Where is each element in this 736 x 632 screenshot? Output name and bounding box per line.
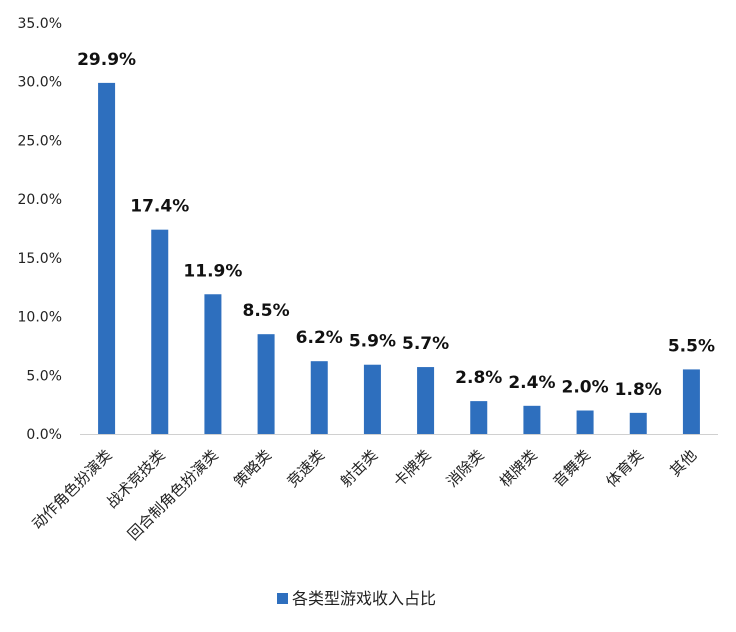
category-label: 回合制角色扮演类 xyxy=(124,446,222,544)
category-label: 射击类 xyxy=(337,446,382,491)
data-label: 5.9% xyxy=(349,332,396,352)
bar xyxy=(417,367,435,434)
y-tick-label: 10.0% xyxy=(18,310,62,326)
category-label: 棋牌类 xyxy=(496,446,541,491)
y-tick-label: 20.0% xyxy=(18,192,62,208)
legend-swatch xyxy=(277,593,288,604)
y-tick-label: 0.0% xyxy=(26,427,62,443)
bar xyxy=(682,369,700,434)
y-tick-label: 15.0% xyxy=(18,251,62,267)
category-label: 消除类 xyxy=(443,446,488,491)
data-label: 1.8% xyxy=(615,380,662,400)
legend-label: 各类型游戏收入占比 xyxy=(292,589,436,608)
data-label: 2.8% xyxy=(455,368,502,388)
data-label: 5.7% xyxy=(402,334,449,354)
category-label: 体育类 xyxy=(603,446,648,491)
data-label: 8.5% xyxy=(243,301,290,321)
y-tick-label: 25.0% xyxy=(18,133,62,149)
category-label: 其他 xyxy=(666,446,700,480)
bar xyxy=(257,334,275,434)
category-label: 卡牌类 xyxy=(390,446,435,491)
legend: 各类型游戏收入占比 xyxy=(277,589,436,608)
bar xyxy=(523,405,541,434)
y-tick-label: 5.0% xyxy=(26,368,62,384)
data-label: 2.4% xyxy=(508,373,555,393)
data-label: 17.4% xyxy=(130,197,189,217)
data-label: 2.0% xyxy=(562,378,609,398)
y-tick-label: 35.0% xyxy=(18,16,62,32)
data-label: 6.2% xyxy=(296,328,343,348)
bar xyxy=(576,410,594,434)
bar xyxy=(151,229,169,434)
bar xyxy=(98,82,116,434)
data-labels: 29.9% 17.4% 11.9%8.5% 6.2% 5.9% 5.7% 2.8% 2.4% 2… xyxy=(77,50,715,400)
data-label: 5.5% xyxy=(668,336,715,356)
category-label: 策略类 xyxy=(230,446,275,491)
bar xyxy=(204,294,222,434)
bar xyxy=(363,364,381,434)
bars xyxy=(98,82,700,434)
bar xyxy=(310,361,328,434)
data-label: 11.9% xyxy=(183,261,242,281)
y-tick-label: 30.0% xyxy=(18,75,62,91)
data-label: 29.9% xyxy=(77,50,136,70)
category-label: 音舞类 xyxy=(549,446,594,491)
bar xyxy=(470,401,488,434)
bar xyxy=(629,412,647,434)
y-axis: 0.0% 5.0% 10.0% 15.0% 20.0% 25.0% 30.0% 35.0% xyxy=(18,16,62,443)
category-label: 竞速类 xyxy=(284,446,329,491)
category-label: 动作角色扮演类 xyxy=(28,446,115,533)
